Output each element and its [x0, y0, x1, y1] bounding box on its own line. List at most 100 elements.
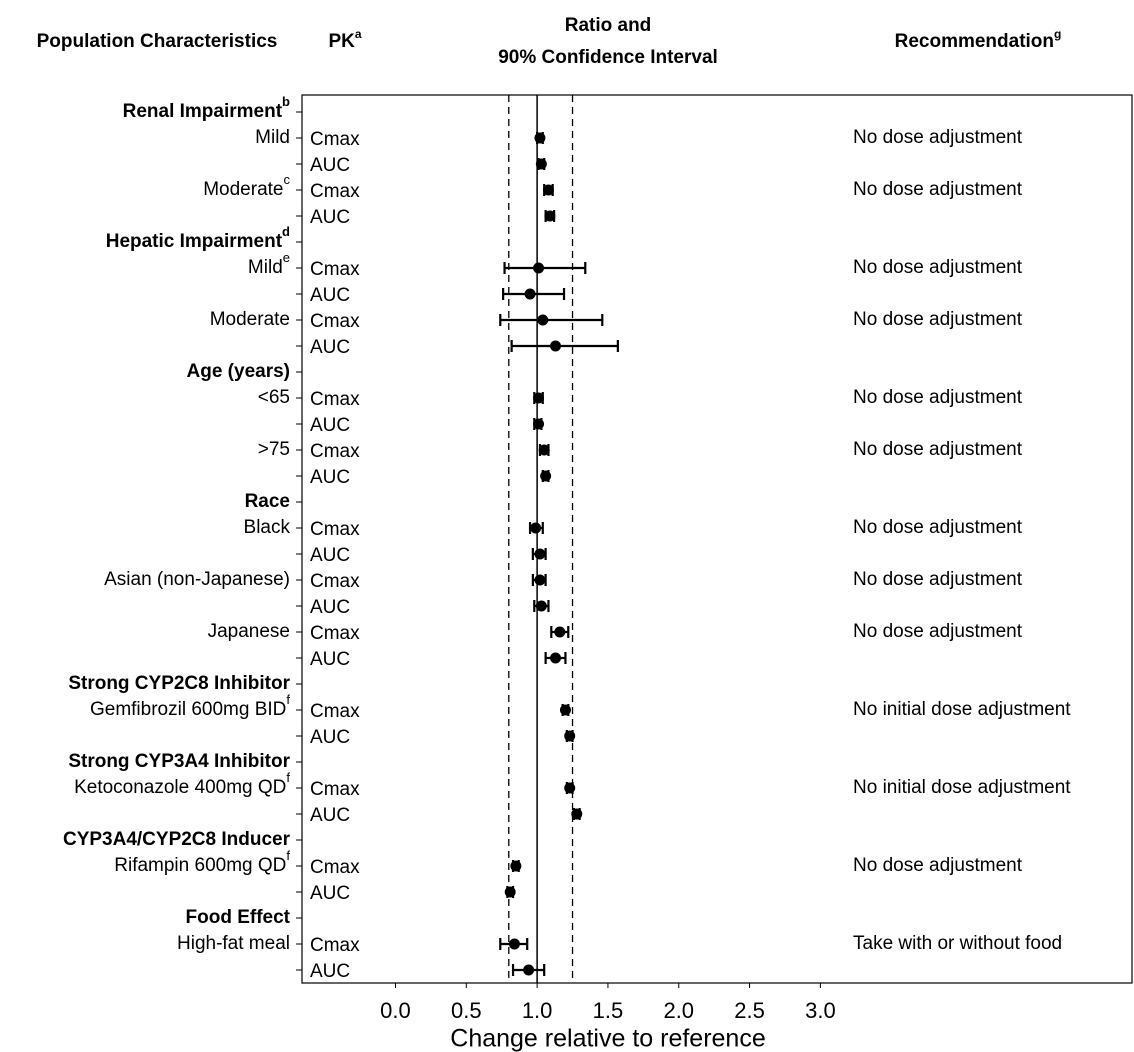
point-estimate: [537, 314, 549, 326]
row-label: High-fat meal: [177, 933, 290, 954]
pk-label: Cmax: [310, 389, 360, 410]
row-label-sup: d: [282, 224, 290, 239]
point-estimate: [523, 964, 535, 976]
header-recommendation-text: Recommendation: [895, 31, 1054, 52]
row-label-text: Age (years): [187, 361, 291, 382]
row-label: Rifampin 600mg QDf: [114, 848, 290, 876]
pk-label: AUC: [310, 883, 350, 904]
row-label-sup: f: [286, 770, 290, 785]
point-estimate: [530, 522, 542, 534]
row-label: Renal Impairmentb: [123, 94, 290, 122]
point-estimate: [510, 860, 522, 872]
pk-label: Cmax: [310, 441, 360, 462]
row-label: Moderatec: [203, 172, 290, 200]
pk-label: AUC: [310, 597, 350, 618]
header-recommendation: Recommendationg: [895, 27, 1062, 52]
row-label-text: Ketoconazole 400mg QD: [74, 777, 286, 798]
pk-label: AUC: [310, 727, 350, 748]
recommendation: No dose adjustment: [853, 257, 1023, 278]
point-estimate: [533, 262, 545, 274]
point-estimate: [535, 600, 547, 612]
pk-label: Cmax: [310, 519, 360, 540]
row-label-text: >75: [258, 439, 290, 460]
pk-label: AUC: [310, 545, 350, 566]
pk-label: Cmax: [310, 181, 360, 202]
row-label: Food Effect: [186, 907, 291, 928]
row-label: Strong CYP2C8 Inhibitor: [68, 673, 290, 694]
row-label-text: Race: [245, 491, 290, 512]
recommendation: No dose adjustment: [853, 387, 1023, 408]
x-tick-label: 2.0: [663, 998, 694, 1023]
x-axis-title: Change relative to reference: [450, 1025, 765, 1052]
point-estimate: [564, 730, 576, 742]
row-label-text: Renal Impairment: [123, 101, 283, 122]
row-label: Japanese: [208, 621, 290, 642]
recommendation: No dose adjustment: [853, 621, 1023, 642]
row-label-text: Strong CYP2C8 Inhibitor: [68, 673, 290, 694]
point-estimate: [554, 626, 566, 638]
pk-label: AUC: [310, 805, 350, 826]
point-estimate: [533, 418, 545, 430]
row-label-text: CYP3A4/CYP2C8 Inducer: [63, 829, 291, 850]
header-pk-sup: a: [355, 27, 362, 41]
header-population: Population Characteristics: [37, 31, 278, 52]
point-estimate: [534, 548, 546, 560]
row-label-text: Mild: [248, 257, 283, 278]
pk-label: Cmax: [310, 311, 360, 332]
row-label: Asian (non-Japanese): [104, 569, 290, 590]
pk-label: AUC: [310, 415, 350, 436]
point-estimate: [535, 158, 547, 170]
row-label: Age (years): [187, 361, 291, 382]
row-label-text: Japanese: [208, 621, 290, 642]
recommendation: No dose adjustment: [853, 179, 1023, 200]
plot-frame: [301, 94, 1133, 984]
point-estimate: [533, 392, 545, 404]
point-estimate: [564, 782, 576, 794]
pk-label: AUC: [310, 207, 350, 228]
row-label: Hepatic Impairmentd: [106, 224, 290, 252]
x-tick-label: 2.5: [734, 998, 765, 1023]
row-label-text: Strong CYP3A4 Inhibitor: [68, 751, 290, 772]
point-estimate: [508, 938, 520, 950]
pk-label: AUC: [310, 649, 350, 670]
row-label: Strong CYP3A4 Inhibitor: [68, 751, 290, 772]
pk-label: Cmax: [310, 623, 360, 644]
point-estimate: [559, 704, 571, 716]
row-label-text: Mild: [255, 127, 290, 148]
row-label-text: Moderate: [210, 309, 290, 330]
row-label: >75: [258, 439, 290, 460]
recommendation: No dose adjustment: [853, 569, 1023, 590]
point-estimate: [534, 132, 546, 144]
x-tick-label: 1.0: [522, 998, 553, 1023]
row-label-sup: f: [286, 692, 290, 707]
row-label-text: Asian (non-Japanese): [104, 569, 290, 590]
point-estimate: [524, 288, 536, 300]
pk-label: Cmax: [310, 129, 360, 150]
row-label-text: <65: [258, 387, 290, 408]
x-tick-label: 3.0: [805, 998, 836, 1023]
x-tick-label: 0.5: [451, 998, 482, 1023]
row-label: Black: [244, 517, 291, 538]
x-tick-label: 0.0: [380, 998, 411, 1023]
x-tick-label: 1.5: [593, 998, 624, 1023]
row-label: <65: [258, 387, 290, 408]
pk-label: Cmax: [310, 571, 360, 592]
point-estimate: [540, 470, 552, 482]
row-label: Race: [245, 491, 290, 512]
recommendation: No initial dose adjustment: [853, 777, 1071, 798]
row-label-text: Moderate: [203, 179, 283, 200]
point-estimate: [538, 444, 550, 456]
row-label-text: Rifampin 600mg QD: [114, 855, 286, 876]
row-label-sup: e: [283, 250, 290, 265]
header-pk: PKa: [328, 27, 361, 52]
point-estimate: [550, 652, 562, 664]
point-estimate: [550, 340, 562, 352]
recommendation: Take with or without food: [853, 933, 1062, 954]
recommendation: No dose adjustment: [853, 309, 1023, 330]
header-pk-text: PK: [328, 31, 355, 52]
pk-label: Cmax: [310, 259, 360, 280]
pk-label: Cmax: [310, 779, 360, 800]
point-estimate: [504, 886, 516, 898]
recommendation: No initial dose adjustment: [853, 699, 1071, 720]
